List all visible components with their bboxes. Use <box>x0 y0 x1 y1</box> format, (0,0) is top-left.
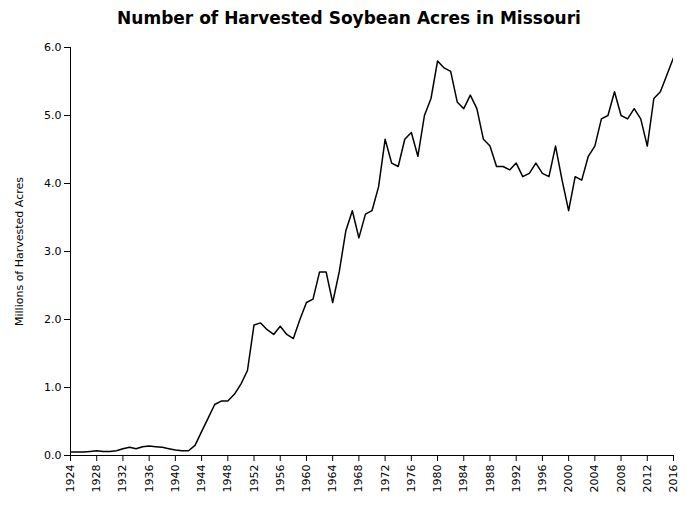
svg-text:1980: 1980 <box>431 465 444 493</box>
svg-text:2.0: 2.0 <box>44 313 62 326</box>
svg-text:3.0: 3.0 <box>44 245 62 258</box>
svg-text:1940: 1940 <box>169 465 182 493</box>
svg-text:1936: 1936 <box>143 465 156 493</box>
svg-text:5.0: 5.0 <box>44 109 62 122</box>
svg-text:1924: 1924 <box>64 465 77 493</box>
svg-text:1944: 1944 <box>195 465 208 493</box>
svg-text:2012: 2012 <box>641 465 654 493</box>
svg-text:1992: 1992 <box>510 465 523 493</box>
svg-text:1.0: 1.0 <box>44 381 62 394</box>
svg-text:2008: 2008 <box>615 465 628 493</box>
svg-text:1956: 1956 <box>274 465 287 493</box>
svg-text:1984: 1984 <box>457 465 470 493</box>
svg-text:1976: 1976 <box>405 465 418 493</box>
svg-text:1960: 1960 <box>300 465 313 493</box>
svg-text:4.0: 4.0 <box>44 177 62 190</box>
svg-text:1972: 1972 <box>379 465 392 493</box>
svg-text:1964: 1964 <box>326 465 339 493</box>
svg-text:1988: 1988 <box>483 465 496 493</box>
svg-text:1952: 1952 <box>248 465 261 493</box>
svg-text:2004: 2004 <box>588 465 601 493</box>
svg-text:1932: 1932 <box>116 465 129 493</box>
svg-text:1928: 1928 <box>90 465 103 493</box>
svg-text:1968: 1968 <box>352 465 365 493</box>
svg-text:1948: 1948 <box>221 465 234 493</box>
svg-text:1996: 1996 <box>536 465 549 493</box>
svg-text:6.0: 6.0 <box>44 41 62 54</box>
svg-text:2000: 2000 <box>562 465 575 493</box>
svg-text:Millions of Harvested Acres: Millions of Harvested Acres <box>13 177 26 326</box>
svg-text:2016: 2016 <box>667 465 680 493</box>
html-text:Number of Harvested Soybean Ac: Number of Harvested Soybean Acres in Mis… <box>117 8 581 28</box>
svg-text:0.0: 0.0 <box>44 449 62 462</box>
